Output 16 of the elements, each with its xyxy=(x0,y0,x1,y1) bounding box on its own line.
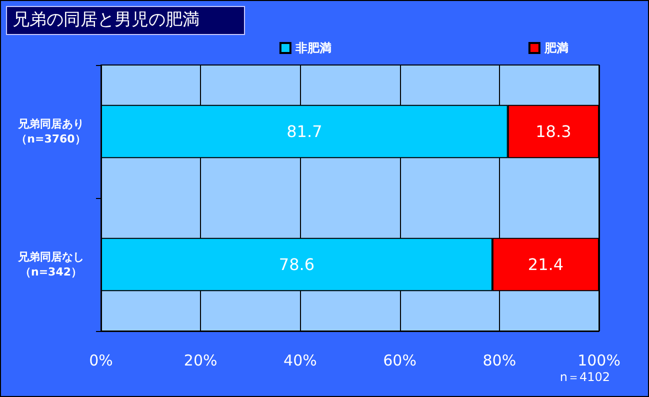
text: n＝4102 xyxy=(560,370,610,384)
data-label: 81.7 xyxy=(286,122,322,141)
x-tick-label: 40% xyxy=(284,352,317,370)
legend-label: 非肥満 xyxy=(294,41,332,55)
data-label: 21.4 xyxy=(528,255,564,274)
x-tick-label: 0% xyxy=(89,352,113,370)
data-label: 78.6 xyxy=(278,255,315,274)
x-tick-label: 100% xyxy=(578,352,620,370)
x-tick-label: 20% xyxy=(184,352,218,370)
legend-label: 肥満 xyxy=(543,41,568,55)
data-label: 18.3 xyxy=(536,122,572,141)
x-tick-label: 80% xyxy=(482,352,516,370)
x-tick-label: 60% xyxy=(383,352,416,370)
y-tick-label: 兄弟同居あり（n=3760） xyxy=(16,118,86,146)
y-tick-label: 兄弟同居なし（n=342） xyxy=(17,250,84,278)
chart-title: 兄弟の同居と男児の肥満 xyxy=(12,10,200,30)
